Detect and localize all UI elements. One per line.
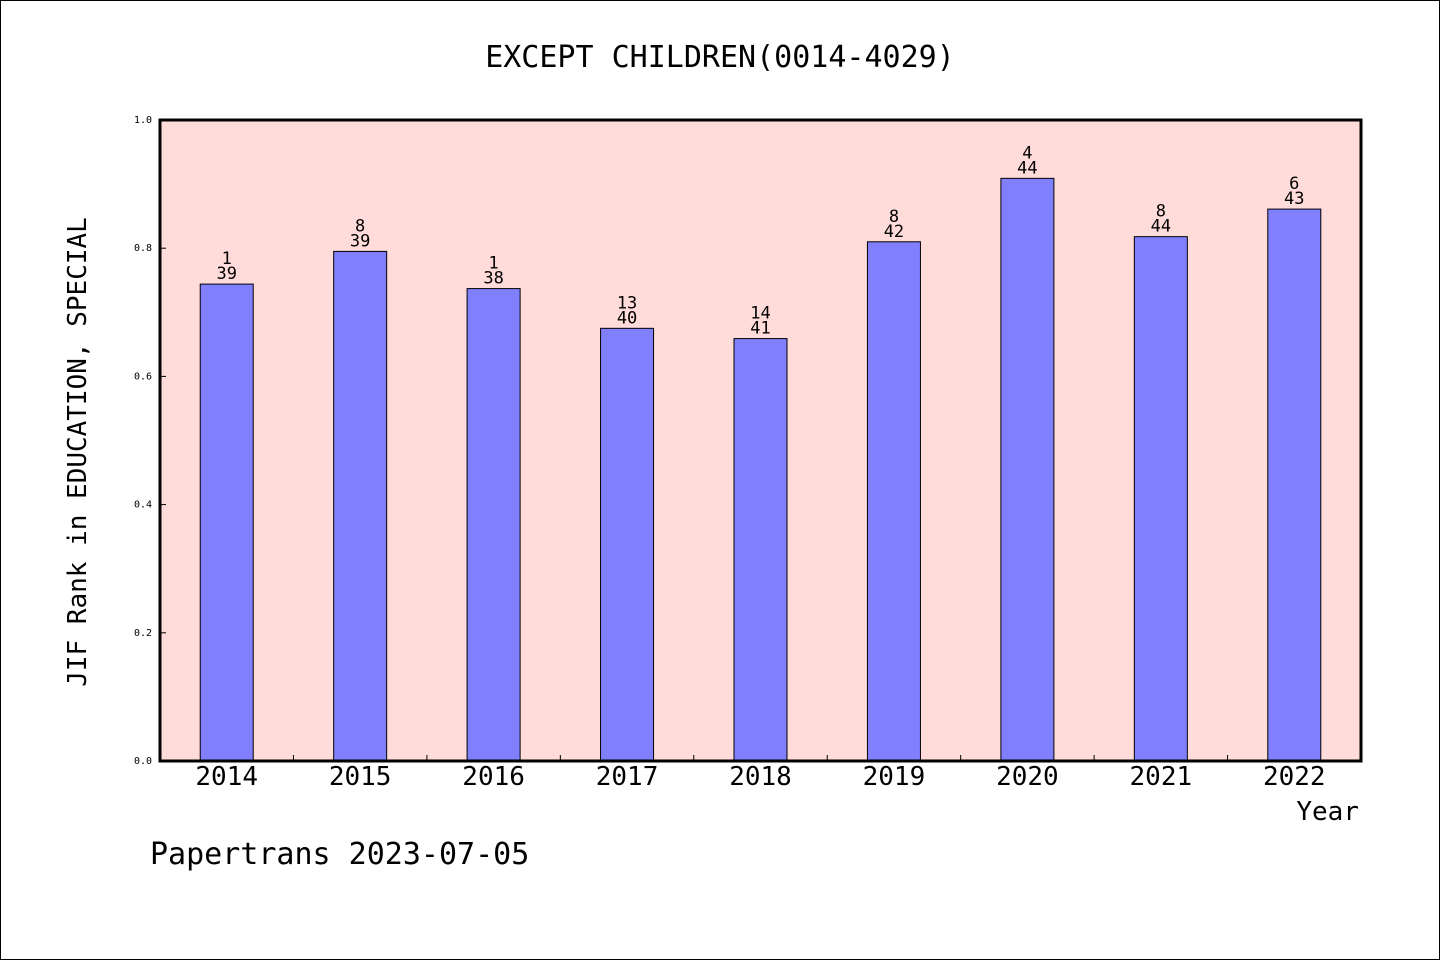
bar-rank-label-2020: 4 (1022, 143, 1032, 163)
x-tick-label-2016: 2016 (462, 762, 525, 792)
bar-total-label-2021: 44 (1151, 217, 1171, 237)
y-tick-label-4: 0.8 (134, 243, 152, 254)
y-tick-label-5: 1.0 (134, 115, 152, 126)
bar-2014 (199, 283, 254, 762)
bar-2021 (1133, 236, 1188, 762)
y-tick-label-1: 0.2 (134, 628, 152, 639)
y-axis-label: JIF Rank in EDUCATION, SPECIAL (63, 217, 93, 687)
bar-total-label-2014: 39 (216, 264, 236, 284)
bar-rank-label-2018: 14 (750, 304, 770, 324)
x-tick-label-2020: 2020 (996, 762, 1059, 792)
bar-total-label-2022: 43 (1284, 189, 1304, 209)
bar-2015 (333, 250, 388, 762)
bar-rank-label-2022: 6 (1289, 174, 1299, 194)
bar-total-label-2020: 44 (1017, 158, 1037, 178)
bar-2018 (733, 338, 788, 762)
bar-rank-label-2019: 8 (889, 207, 899, 227)
x-axis-label: Year (1296, 797, 1359, 827)
x-axis: 2014 2015 2016 2017 2018 2019 2020 2021 2022 (195, 755, 1326, 792)
bar-2020 (1000, 177, 1055, 762)
bar-2022 (1267, 208, 1322, 762)
x-tick-label-2015: 2015 (329, 762, 392, 792)
bar-rank-label-2015: 8 (355, 216, 365, 236)
bar-total-label-2018: 41 (750, 319, 770, 339)
bar-total-label-2015: 39 (350, 231, 370, 251)
x-tick-label-2018: 2018 (729, 762, 792, 792)
y-tick-label-2: 0.4 (134, 500, 152, 511)
watermark-text: Papertrans 2023-07-05 (150, 837, 529, 872)
x-tick-label-2022: 2022 (1263, 762, 1326, 792)
x-tick-label-2017: 2017 (596, 762, 659, 792)
y-tick-label-0: 0.0 (134, 756, 152, 767)
bar-rank-label-2017: 13 (617, 293, 637, 313)
bar-total-label-2016: 38 (483, 269, 503, 289)
bar-2016 (466, 288, 521, 762)
bar-total-label-2019: 42 (884, 222, 904, 242)
bar-rank-label-2014: 1 (222, 249, 232, 269)
bar-total-label-2017: 40 (617, 308, 637, 328)
x-tick-label-2019: 2019 (863, 762, 926, 792)
x-tick-label-2014: 2014 (195, 762, 258, 792)
chart-title: EXCEPT CHILDREN(0014-4029) (485, 40, 955, 75)
y-tick-label-3: 0.6 (134, 371, 152, 382)
bar-rank-label-2016: 1 (488, 254, 498, 274)
bar-2017 (600, 327, 655, 762)
bar-2019 (866, 241, 921, 762)
bar-rank-label-2021: 8 (1156, 202, 1166, 222)
x-tick-label-2021: 2021 (1130, 762, 1193, 792)
plot-border (158, 118, 1363, 763)
